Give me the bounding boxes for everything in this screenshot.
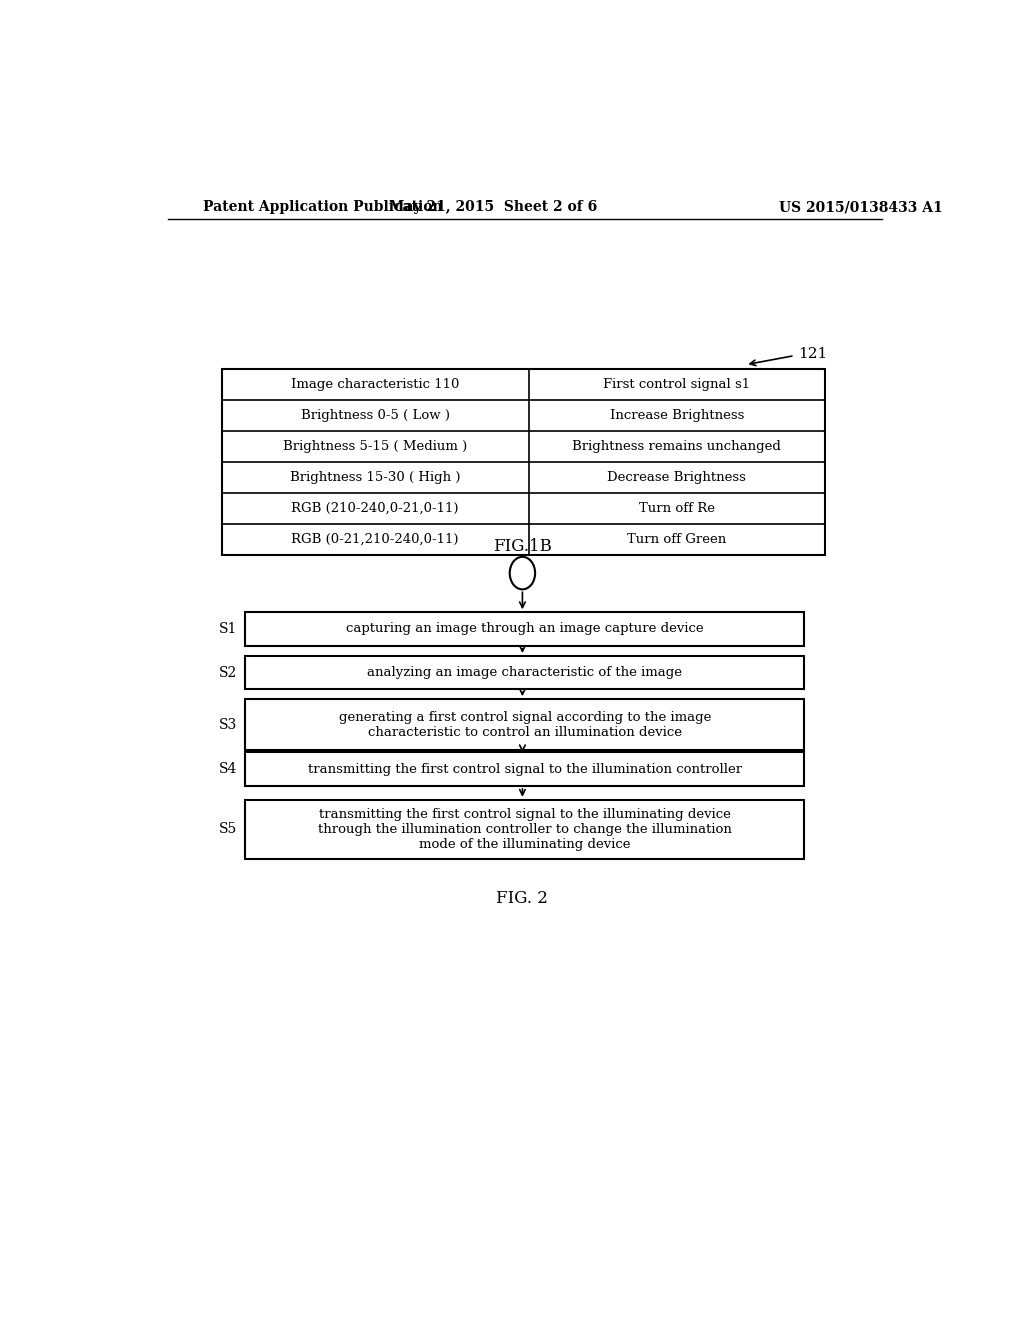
Text: S5: S5 [219,822,238,837]
Text: Decrease Brightness: Decrease Brightness [607,471,746,484]
Text: 121: 121 [799,347,827,360]
Text: Brightness 15-30 ( High ): Brightness 15-30 ( High ) [290,471,461,484]
Text: S4: S4 [219,762,238,776]
Bar [221,368,824,554]
Text: capturing an image through an image capture device: capturing an image through an image capt… [346,623,703,635]
Bar [246,612,804,645]
Bar [246,800,804,859]
Text: US 2015/0138433 A1: US 2015/0138433 A1 [778,201,942,214]
Text: FIG.1B: FIG.1B [493,539,552,556]
Text: Brightness remains unchanged: Brightness remains unchanged [572,440,781,453]
Text: Turn off Green: Turn off Green [627,533,726,545]
Text: Brightness 5-15 ( Medium ): Brightness 5-15 ( Medium ) [283,440,467,453]
Text: transmitting the first control signal to the illumination controller: transmitting the first control signal to… [308,763,741,776]
Text: generating a first control signal according to the image
characteristic to contr: generating a first control signal accord… [339,710,711,738]
Bar [246,700,804,750]
Text: S1: S1 [219,622,238,636]
Text: transmitting the first control signal to the illuminating device
through the ill: transmitting the first control signal to… [317,808,732,850]
Text: First control signal s1: First control signal s1 [603,378,751,391]
Text: FIG. 2: FIG. 2 [497,890,549,907]
Text: Image characteristic 110: Image characteristic 110 [291,378,460,391]
Text: analyzing an image characteristic of the image: analyzing an image characteristic of the… [368,667,682,680]
Text: Patent Application Publication: Patent Application Publication [204,201,443,214]
Text: S3: S3 [219,718,238,731]
Text: Turn off Re: Turn off Re [639,502,715,515]
Bar [246,752,804,785]
Text: RGB (210-240,0-21,0-11): RGB (210-240,0-21,0-11) [292,502,459,515]
Text: Brightness 0-5 ( Low ): Brightness 0-5 ( Low ) [301,409,450,422]
Bar [246,656,804,689]
Text: S2: S2 [219,665,238,680]
Text: Increase Brightness: Increase Brightness [609,409,744,422]
Text: May 21, 2015  Sheet 2 of 6: May 21, 2015 Sheet 2 of 6 [389,201,597,214]
Text: RGB (0-21,210-240,0-11): RGB (0-21,210-240,0-11) [292,533,459,545]
